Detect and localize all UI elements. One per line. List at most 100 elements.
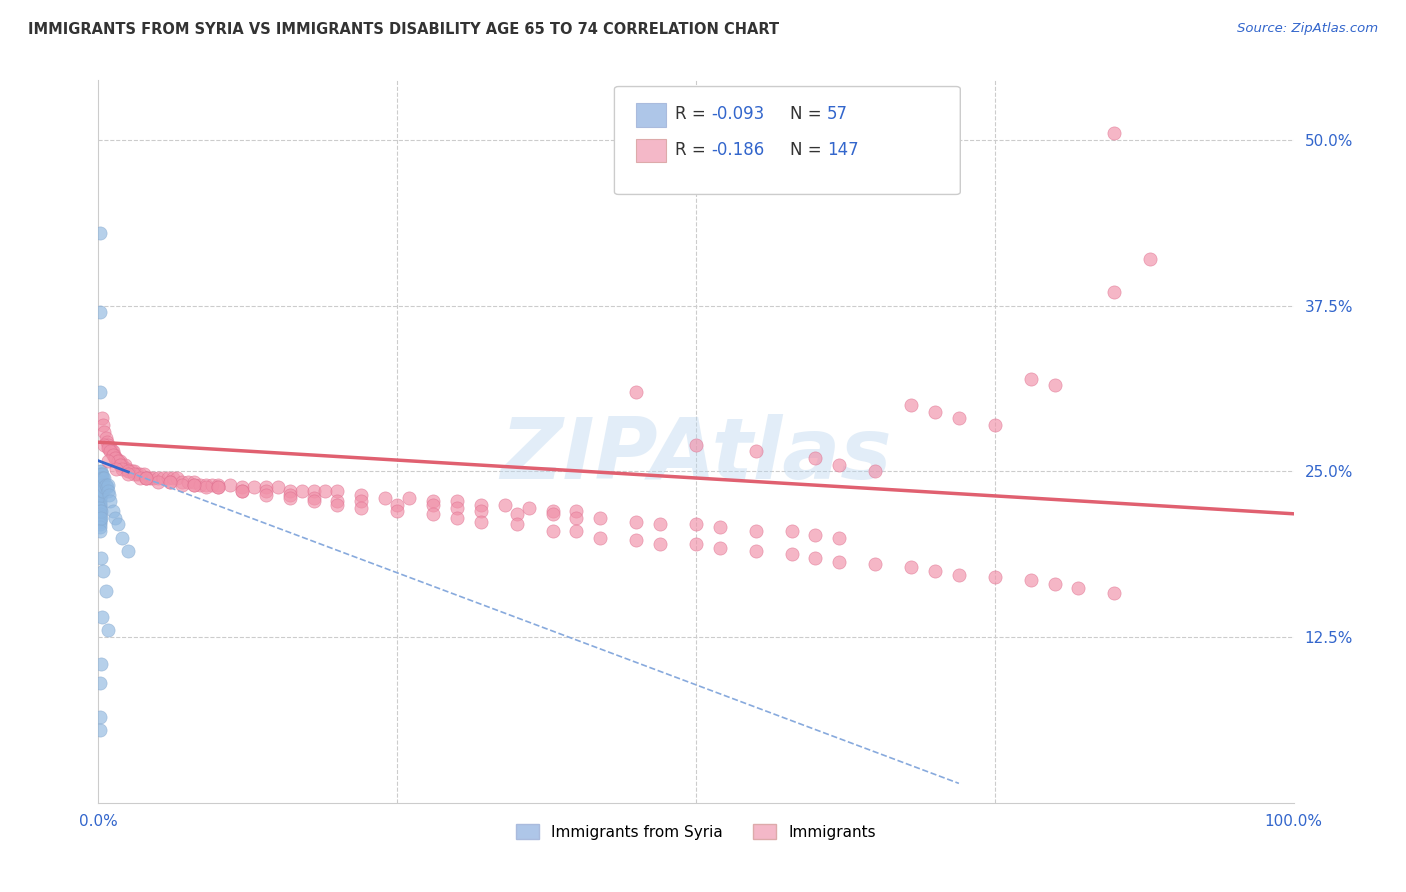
Point (1104, 586, 1126, 600)
Point (1043, 378, 1066, 392)
Point (172, 475, 194, 489)
Point (90, 475, 112, 489)
Point (207, 480, 229, 494)
Point (97, 477, 120, 491)
Point (89, 520, 111, 534)
Point (828, 531, 851, 545)
Point (177, 475, 200, 489)
Point (98, 441, 121, 455)
Point (101, 504, 124, 518)
Point (1019, 573, 1042, 587)
Point (924, 405, 946, 419)
Point (90, 483, 112, 497)
Point (89, 709, 111, 723)
Point (648, 537, 672, 551)
Point (89, 507, 111, 521)
Point (159, 475, 181, 489)
Point (93, 438, 115, 452)
Point (89, 384, 111, 399)
Point (422, 507, 444, 521)
Point (183, 475, 205, 489)
Point (91, 610, 114, 624)
Point (385, 498, 409, 512)
Point (139, 471, 162, 485)
Point (89, 471, 111, 485)
Point (166, 471, 188, 485)
Point (626, 384, 648, 399)
Point (254, 488, 277, 502)
Point (108, 454, 131, 468)
Point (105, 461, 128, 475)
Point (129, 471, 152, 485)
Point (183, 477, 205, 491)
Point (90, 467, 112, 481)
Point (291, 484, 314, 499)
Point (422, 498, 444, 512)
Point (91, 475, 114, 489)
Point (117, 467, 139, 481)
Point (89, 480, 111, 494)
Point (101, 444, 124, 458)
Point (132, 467, 155, 481)
Point (129, 467, 152, 481)
Legend: Immigrants from Syria, Immigrants: Immigrants from Syria, Immigrants (510, 818, 882, 846)
Point (900, 559, 922, 574)
Point (135, 471, 157, 485)
Point (104, 510, 127, 524)
Point (89, 493, 111, 508)
Point (828, 555, 851, 569)
Point (745, 524, 768, 538)
Point (685, 517, 707, 532)
Point (89, 676, 111, 690)
Point (110, 458, 132, 472)
Point (780, 524, 803, 538)
Point (94, 431, 117, 445)
Point (446, 501, 468, 516)
Point (470, 498, 492, 512)
Point (1139, 252, 1161, 267)
Text: R =: R = (675, 105, 711, 123)
Point (118, 464, 141, 478)
Point (541, 504, 564, 518)
Point (948, 567, 970, 582)
Point (589, 510, 612, 524)
Point (89, 464, 111, 478)
Point (96, 480, 118, 494)
Point (1019, 371, 1042, 385)
Point (89, 510, 111, 524)
Point (105, 451, 128, 466)
Point (107, 454, 129, 468)
Point (94, 583, 117, 598)
Point (114, 458, 136, 472)
Point (159, 475, 181, 489)
Point (89, 475, 111, 489)
Point (398, 491, 420, 505)
Point (89, 517, 111, 532)
Point (1067, 581, 1090, 595)
Point (589, 531, 612, 545)
Point (121, 464, 143, 478)
Point (111, 458, 134, 472)
Point (385, 504, 409, 518)
Point (89, 498, 111, 512)
Point (91, 484, 114, 499)
Point (124, 467, 146, 481)
Point (89, 504, 111, 518)
Point (98, 441, 122, 455)
Point (89, 524, 111, 538)
Point (91, 411, 114, 425)
Point (111, 531, 134, 545)
Point (93, 480, 115, 494)
Point (89, 491, 111, 505)
Point (565, 504, 588, 518)
Point (91, 417, 114, 432)
Point (709, 520, 731, 534)
Point (89, 483, 111, 497)
Point (195, 477, 218, 491)
Point (541, 524, 564, 538)
Point (90, 464, 112, 478)
Point (148, 475, 170, 489)
Point (125, 467, 148, 481)
Point (91, 480, 114, 494)
Point (326, 484, 349, 499)
